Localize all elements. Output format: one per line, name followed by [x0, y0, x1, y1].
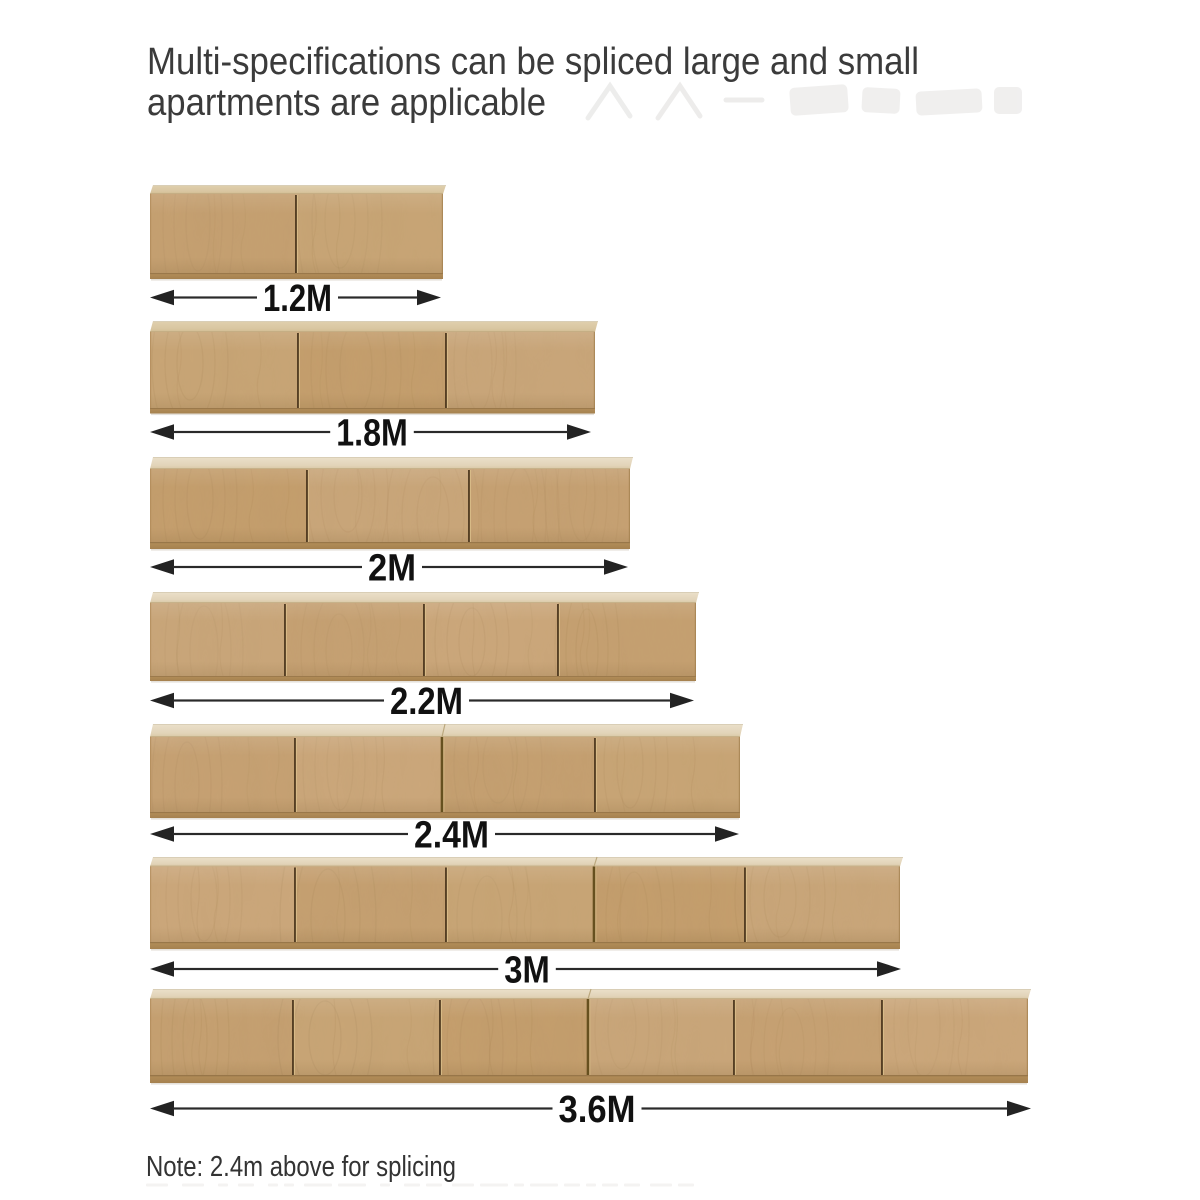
- svg-text:3M: 3M: [504, 950, 550, 992]
- svg-text:2.4M: 2.4M: [414, 815, 489, 857]
- svg-text:3.6M: 3.6M: [559, 1089, 636, 1131]
- svg-text:1.2M: 1.2M: [263, 278, 332, 320]
- svg-text:2.2M: 2.2M: [390, 681, 463, 723]
- svg-text:2M: 2M: [368, 548, 416, 590]
- svg-text:apartments are applicable: apartments are applicable: [147, 82, 546, 124]
- svg-text:Multi-specifications can be sp: Multi-specifications can be spliced larg…: [147, 41, 919, 83]
- svg-text:1.8M: 1.8M: [336, 413, 408, 455]
- svg-text:Note: 2.4m above for splicing: Note: 2.4m above for splicing: [146, 1151, 456, 1183]
